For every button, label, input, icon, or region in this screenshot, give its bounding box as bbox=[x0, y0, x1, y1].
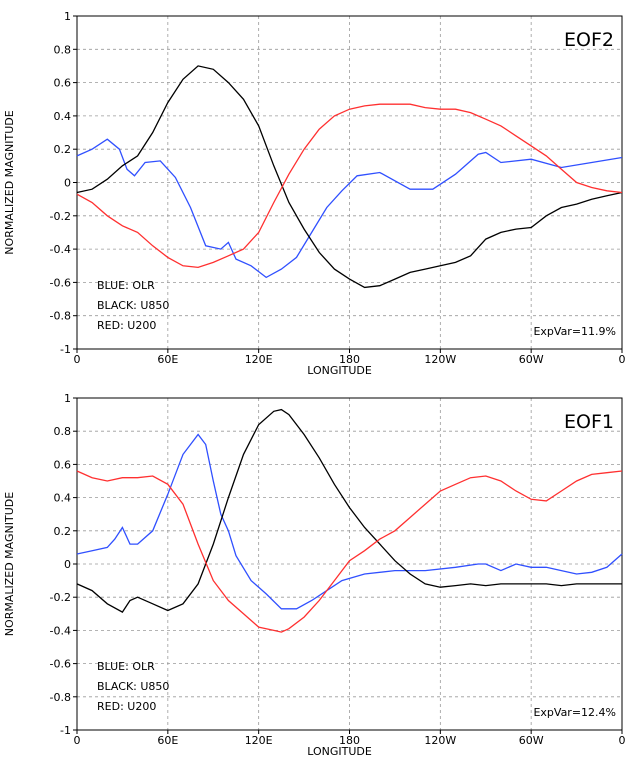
y-axis-label: NORMALIZED MAGNITUDE bbox=[3, 110, 16, 254]
x-tick-label: 60W bbox=[519, 353, 544, 366]
y-tick-label: -0.4 bbox=[50, 243, 71, 256]
series-line-1 bbox=[76, 65, 623, 289]
x-tick-label: 120E bbox=[245, 353, 273, 366]
y-tick-label: 0 bbox=[64, 558, 71, 571]
y-tick-label: 1 bbox=[64, 392, 71, 405]
legend-line: RED: U200 bbox=[97, 700, 156, 713]
y-tick-label: -0.4 bbox=[50, 624, 71, 637]
y-tick-label: 0.8 bbox=[54, 43, 72, 56]
y-tick-label: 0.4 bbox=[54, 492, 72, 505]
expvar-annotation: ExpVar=12.4% bbox=[533, 706, 616, 719]
y-tick-label: 0.2 bbox=[54, 143, 72, 156]
series-line-2 bbox=[76, 470, 623, 633]
series-line-0 bbox=[76, 433, 623, 610]
y-tick-label: 1 bbox=[64, 10, 71, 23]
y-tick-label: -0.2 bbox=[50, 210, 71, 223]
x-tick-label: 60E bbox=[157, 734, 178, 747]
x-tick-label: 120E bbox=[245, 734, 273, 747]
legend-line: BLACK: U850 bbox=[97, 299, 169, 312]
chart-panel-eof2: -1 -0.8 -0.6 -0.4 -0.2 0 0.2 0.4 0.6 0.8 1 0 60E 120E… bbox=[3, 10, 626, 377]
y-tick-label: 0.8 bbox=[54, 425, 72, 438]
y-tick-label: 0.2 bbox=[54, 525, 72, 538]
y-tick-label: -0.6 bbox=[50, 276, 71, 289]
x-tick-label: 0 bbox=[619, 353, 626, 366]
series-line-2 bbox=[76, 103, 623, 269]
x-tick-label: 60W bbox=[519, 734, 544, 747]
x-axis-label: LONGITUDE bbox=[307, 364, 372, 377]
series-line-0 bbox=[76, 138, 623, 279]
x-tick-label: 180 bbox=[339, 353, 360, 366]
x-tick-label: 0 bbox=[74, 353, 81, 366]
y-tick-label: 0 bbox=[64, 177, 71, 190]
y-tick-label: 0.4 bbox=[54, 110, 72, 123]
legend-line: RED: U200 bbox=[97, 319, 156, 332]
x-tick-label: 120W bbox=[424, 353, 456, 366]
y-tick-label: -0.8 bbox=[50, 310, 71, 323]
y-axis-label: NORMALIZED MAGNITUDE bbox=[3, 492, 16, 636]
y-tick-label: -0.2 bbox=[50, 591, 71, 604]
y-tick-label: -1 bbox=[60, 724, 71, 737]
panel-title: EOF1 bbox=[564, 411, 614, 433]
y-tick-label: -0.8 bbox=[50, 691, 71, 704]
legend-line: BLUE: OLR bbox=[97, 660, 155, 673]
chart-panel-eof1: -1 -0.8 -0.6 -0.4 -0.2 0 0.2 0.4 0.6 0.8 1 0 60E 120E… bbox=[3, 392, 626, 758]
series-line-1 bbox=[76, 408, 622, 613]
legend-line: BLUE: OLR bbox=[97, 279, 155, 292]
y-tick-label: -1 bbox=[60, 343, 71, 356]
x-tick-label: 0 bbox=[619, 734, 626, 747]
x-tick-label: 120W bbox=[424, 734, 456, 747]
x-tick-label: 180 bbox=[339, 734, 360, 747]
expvar-annotation: ExpVar=11.9% bbox=[533, 325, 616, 338]
y-tick-label: -0.6 bbox=[50, 658, 71, 671]
x-tick-label: 0 bbox=[74, 734, 81, 747]
y-tick-label: 0.6 bbox=[54, 458, 72, 471]
x-tick-label: 60E bbox=[157, 353, 178, 366]
panel-title: EOF2 bbox=[564, 29, 614, 51]
legend-line: BLACK: U850 bbox=[97, 680, 169, 693]
x-axis-label: LONGITUDE bbox=[307, 745, 372, 758]
y-tick-label: 0.6 bbox=[54, 77, 72, 90]
